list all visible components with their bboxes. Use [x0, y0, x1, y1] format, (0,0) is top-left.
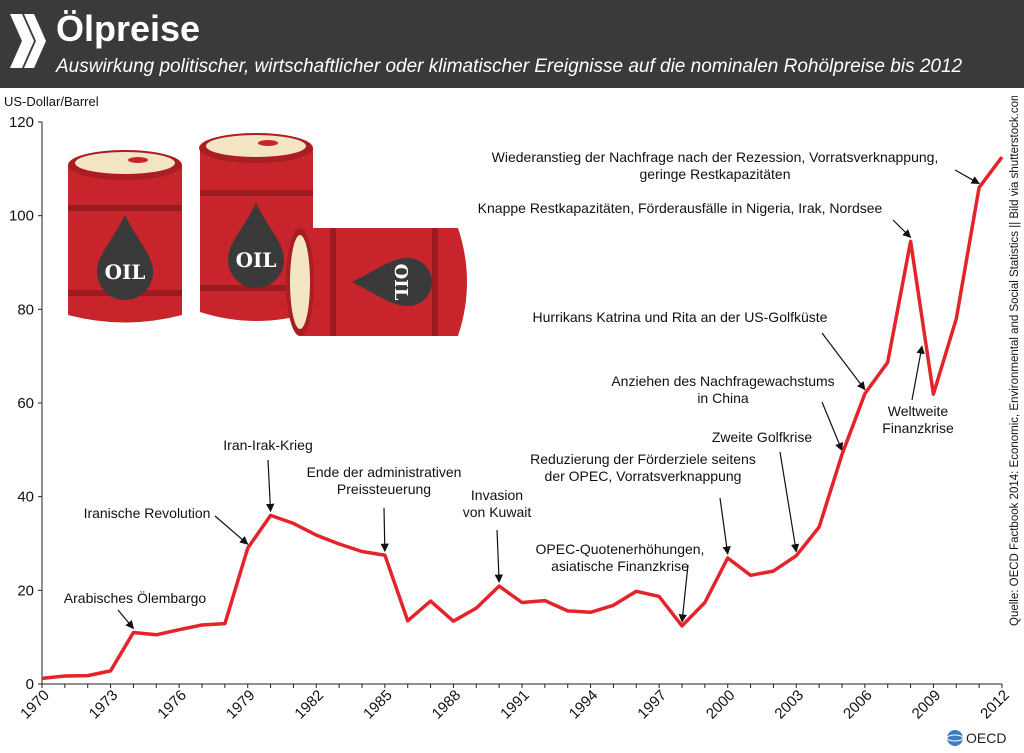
x-tick-label: 2003 — [771, 687, 807, 723]
x-tick-label: 1985 — [360, 687, 396, 723]
oecd-logo: OECD — [946, 728, 1020, 748]
x-tick-label: 1979 — [223, 687, 259, 723]
x-tick-label: 2006 — [840, 687, 876, 723]
annotation-arrow — [892, 219, 912, 239]
annotation-label: geringe Restkapazitäten — [640, 166, 791, 182]
annotation-arrow — [779, 451, 800, 553]
x-tick-label: 1988 — [429, 687, 465, 723]
annotation-arrow — [821, 332, 866, 391]
oil-barrels-illustration: OIL OIL OIL — [68, 133, 467, 336]
barrel-label-1: OIL — [105, 260, 146, 284]
annotation-arrow — [494, 529, 504, 583]
y-tick-label: 0 — [26, 676, 34, 693]
annotation-label: Iran-Irak-Krieg — [223, 437, 312, 453]
x-tick-label: 1976 — [154, 687, 190, 723]
annotation-label: von Kuwait — [463, 504, 532, 520]
x-tick-label: 1982 — [291, 687, 327, 723]
annotation-label: asiatische Finanzkrise — [551, 558, 689, 574]
annotation-label: Zweite Golfkrise — [712, 429, 813, 445]
x-tick-label: 2009 — [909, 687, 945, 723]
annotation-arrow — [265, 459, 275, 513]
annotation-label: der OPEC, Vorratsverknappung — [545, 468, 742, 484]
annotation-arrow — [719, 497, 731, 555]
barrel-label-2: OIL — [236, 248, 277, 272]
annotation-label: Anziehen des Nachfragewachstums — [611, 373, 834, 389]
annotation-label: Knappe Restkapazitäten, Förderausfälle i… — [478, 200, 883, 216]
y-tick-label: 120 — [9, 114, 34, 131]
source-text: Quelle: OECD Factbook 2014: Economic, En… — [1009, 96, 1021, 626]
x-tick-label: 1994 — [566, 687, 602, 723]
annotation-label: Hurrikans Katrina und Rita an der US-Gol… — [533, 309, 828, 325]
y-tick-label: 40 — [17, 489, 34, 506]
x-tick-label: 1991 — [497, 687, 533, 723]
y-axis-label: US-Dollar/Barrel — [4, 94, 99, 109]
annotation-arrow — [678, 564, 689, 623]
y-tick-label: 60 — [17, 395, 34, 412]
annotation-label: Ende der administrativen — [307, 464, 462, 480]
annotation-label: OPEC-Quotenerhöhungen, — [536, 541, 705, 557]
oil-price-line — [41, 156, 1004, 681]
annotation-arrow — [117, 609, 134, 630]
annotation-arrow — [954, 169, 980, 185]
annotation-arrow — [911, 345, 925, 401]
annotation-arrow — [214, 515, 249, 545]
annotation-label: Invasion — [471, 487, 523, 503]
source-note: Quelle: OECD Factbook 2014: Economic, En… — [1009, 96, 1021, 626]
annotation-label: Wiederanstieg der Nachfrage nach der Rez… — [492, 149, 939, 165]
page-subtitle: Auswirkung politischer, wirtschaftlicher… — [56, 56, 963, 77]
header-bar: Ölpreise Auswirkung politischer, wirtsch… — [0, 0, 1024, 88]
annotation-arrow — [380, 507, 389, 553]
oil-barrel-3: OIL — [286, 228, 467, 336]
annotation-label: Reduzierung der Förderziele seitens — [530, 451, 756, 467]
x-tick-label: 2000 — [703, 687, 739, 723]
annotation-labels: Arabisches Ölembargo Iranische Revolution… — [64, 149, 954, 606]
annotation-label: in China — [697, 390, 749, 406]
annotation-label: Arabisches Ölembargo — [64, 589, 207, 606]
annotation-layer — [117, 169, 980, 630]
x-tick-label: 1973 — [86, 687, 122, 723]
globe-icon — [947, 730, 963, 746]
oil-barrel-1: OIL — [68, 150, 182, 323]
annotation-label: Finanzkrise — [882, 420, 954, 436]
page-title: Ölpreise — [56, 8, 201, 49]
y-tick-label: 20 — [17, 582, 34, 599]
barrel-label-3: OIL — [390, 264, 411, 301]
annotation-label: Weltweite — [888, 403, 949, 419]
oil-barrel-2: OIL — [199, 133, 313, 321]
annotation-label: Preissteuerung — [337, 481, 431, 497]
chevron-double-icon — [10, 14, 46, 68]
y-tick-label: 100 — [9, 208, 34, 225]
x-tick-label: 2012 — [977, 687, 1013, 723]
y-tick-label: 80 — [17, 301, 34, 318]
x-tick-label: 1997 — [634, 687, 670, 723]
annotation-label: Iranische Revolution — [84, 505, 211, 521]
annotation-arrow — [821, 401, 844, 452]
x-tick-label: 1970 — [17, 687, 53, 723]
oecd-logo-text: OECD — [966, 730, 1006, 746]
